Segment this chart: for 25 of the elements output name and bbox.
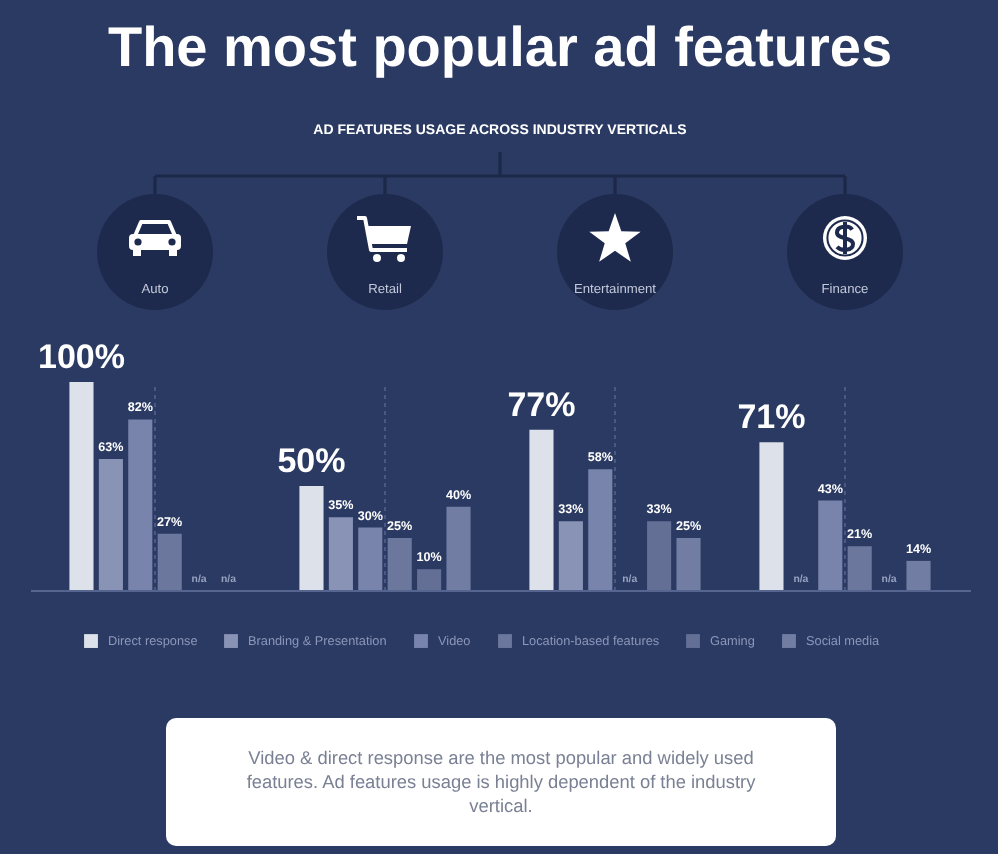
bar bbox=[69, 382, 94, 590]
bar bbox=[128, 419, 153, 590]
bar bbox=[387, 538, 412, 590]
bar bbox=[299, 486, 324, 590]
bar bbox=[98, 458, 123, 590]
chart-title: The most popular ad features bbox=[107, 16, 893, 78]
bar bbox=[588, 469, 613, 590]
bar bbox=[328, 517, 353, 590]
bar bbox=[417, 569, 442, 590]
data-label: 71% bbox=[737, 398, 806, 437]
bar bbox=[358, 527, 383, 590]
bar bbox=[647, 521, 672, 590]
bar bbox=[529, 429, 554, 590]
bar bbox=[906, 560, 931, 590]
callout-box: Video & direct response are the most popular and widely used features. Ad features usage is highly dependent of the industry vertical. bbox=[166, 718, 836, 846]
bar bbox=[558, 521, 583, 590]
bar bbox=[676, 538, 701, 590]
bar bbox=[446, 506, 471, 590]
data-label: 100% bbox=[37, 338, 125, 376]
bar bbox=[759, 442, 784, 590]
data-label: 50% bbox=[277, 442, 346, 480]
bar bbox=[818, 500, 843, 590]
bar bbox=[847, 546, 872, 590]
bar bbox=[157, 533, 182, 590]
data-label: 77% bbox=[507, 385, 576, 424]
